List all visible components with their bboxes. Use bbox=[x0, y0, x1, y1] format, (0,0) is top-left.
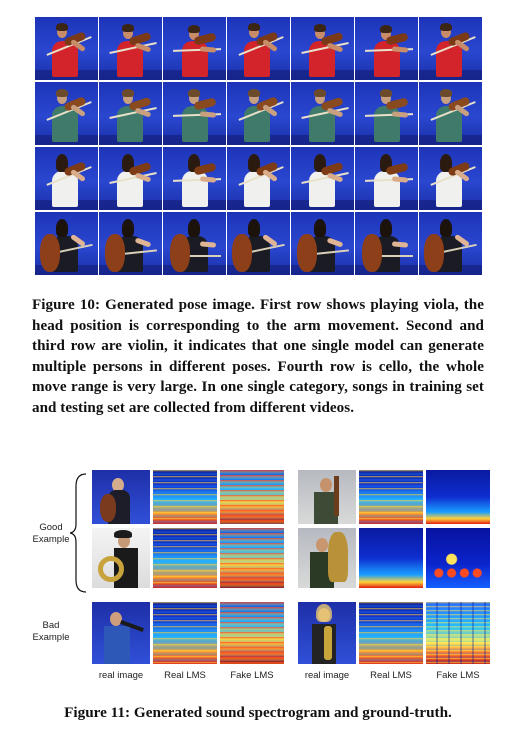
fake-lms-horn bbox=[220, 528, 284, 588]
good-example-brace-icon bbox=[70, 473, 87, 593]
pose-image-row1-col4 bbox=[227, 17, 290, 80]
column-label-fake-lms-right: Fake LMS bbox=[436, 670, 480, 681]
pose-image-row4-col3 bbox=[163, 212, 226, 275]
bad-example-label: Bad Example bbox=[32, 620, 70, 643]
pose-image-row3-col6 bbox=[355, 147, 418, 210]
pose-image-row4-col1 bbox=[35, 212, 98, 275]
pose-image-row4-col6 bbox=[355, 212, 418, 275]
column-label-real-image-left: real image bbox=[98, 670, 144, 681]
real-image-tuba bbox=[298, 528, 356, 588]
column-label-real-lms-right: Real LMS bbox=[370, 670, 412, 681]
figure-11-caption: Figure 11: Generated sound spectrogram a… bbox=[64, 704, 452, 721]
figure-10-caption: Figure 10: Generated pose image. First r… bbox=[32, 297, 484, 416]
real-image-bassoon bbox=[298, 470, 356, 524]
pose-image-row4-col5 bbox=[291, 212, 354, 275]
pose-image-row3-col2 bbox=[99, 147, 162, 210]
pose-image-row2-col6 bbox=[355, 82, 418, 145]
pose-image-row3-col5 bbox=[291, 147, 354, 210]
real-lms-horn bbox=[153, 528, 217, 588]
figure-10-grid bbox=[35, 17, 483, 277]
pose-image-row2-col7 bbox=[419, 82, 482, 145]
real-lms-cello bbox=[153, 470, 217, 524]
fake-lms-tuba bbox=[426, 528, 490, 588]
pose-image-row1-col3 bbox=[163, 17, 226, 80]
pose-image-row3-col7 bbox=[419, 147, 482, 210]
pose-image-row3-col3 bbox=[163, 147, 226, 210]
real-image-horn bbox=[92, 528, 150, 588]
fake-lms-saxophone bbox=[426, 602, 490, 664]
real-lms-bassoon bbox=[359, 470, 423, 524]
pose-image-row1-col5 bbox=[291, 17, 354, 80]
real-image-saxophone bbox=[298, 602, 356, 664]
pose-image-row4-col4 bbox=[227, 212, 290, 275]
fake-lms-clarinet bbox=[220, 602, 284, 664]
fake-lms-bassoon bbox=[426, 470, 490, 524]
pose-image-row3-col4 bbox=[227, 147, 290, 210]
pose-image-row3-col1 bbox=[35, 147, 98, 210]
real-lms-tuba bbox=[359, 528, 423, 588]
figure-11: Good Example Bad Example bbox=[30, 470, 490, 685]
real-image-cello bbox=[92, 470, 150, 524]
pose-image-row2-col4 bbox=[227, 82, 290, 145]
pose-image-row1-col6 bbox=[355, 17, 418, 80]
real-image-clarinet bbox=[92, 602, 150, 664]
real-lms-saxophone bbox=[359, 602, 423, 664]
pose-image-row1-col2 bbox=[99, 17, 162, 80]
pose-image-row1-col7 bbox=[419, 17, 482, 80]
pose-image-row4-col2 bbox=[99, 212, 162, 275]
real-lms-clarinet bbox=[153, 602, 217, 664]
pose-image-row2-col2 bbox=[99, 82, 162, 145]
column-label-fake-lms-left: Fake LMS bbox=[230, 670, 274, 681]
pose-image-row2-col5 bbox=[291, 82, 354, 145]
column-label-real-image-right: real image bbox=[304, 670, 350, 681]
pose-image-row2-col3 bbox=[163, 82, 226, 145]
good-example-label: Good Example bbox=[32, 522, 70, 545]
pose-image-row2-col1 bbox=[35, 82, 98, 145]
fake-lms-cello bbox=[220, 470, 284, 524]
column-label-real-lms-left: Real LMS bbox=[164, 670, 206, 681]
pose-image-row1-col1 bbox=[35, 17, 98, 80]
pose-image-row4-col7 bbox=[419, 212, 482, 275]
